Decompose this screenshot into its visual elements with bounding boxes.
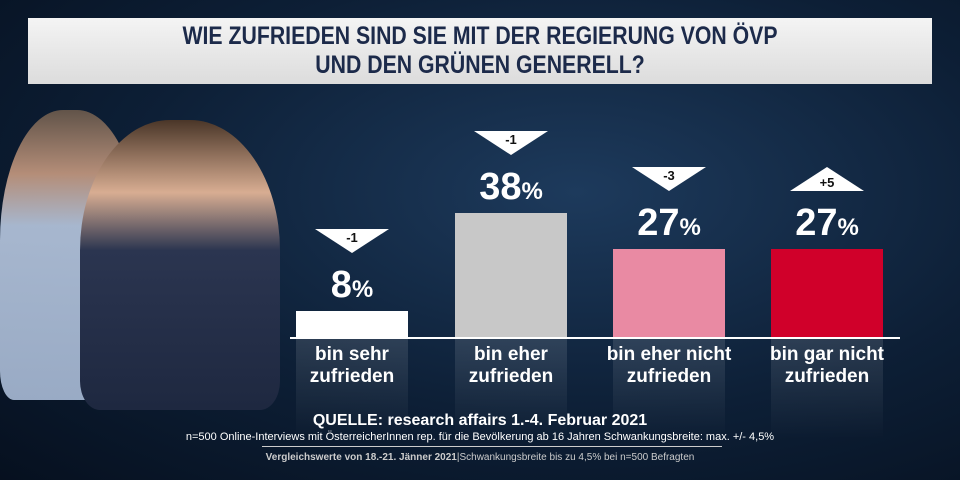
bar-shadow bbox=[613, 339, 725, 439]
source-main: QUELLE: research affairs 1.-4. Februar 2… bbox=[312, 412, 648, 429]
value-number: 27 bbox=[637, 201, 680, 244]
value-number: 27 bbox=[795, 201, 838, 244]
value-unit: % bbox=[351, 275, 374, 303]
value-unit: % bbox=[679, 213, 701, 241]
value-unit: % bbox=[521, 178, 543, 205]
category-label-line: zufrieden bbox=[784, 366, 870, 387]
title-band: WIE ZUFRIEDEN SIND SIE MIT DER REGIERUNG… bbox=[28, 18, 932, 84]
triangle-down-icon bbox=[474, 131, 548, 155]
change-label: -1 bbox=[505, 132, 517, 147]
bar-2 bbox=[613, 248, 725, 337]
bar-shadow bbox=[296, 339, 408, 439]
baseline bbox=[290, 337, 900, 339]
change-label: -3 bbox=[663, 167, 675, 183]
category-label-line: bin eher bbox=[474, 344, 548, 365]
category-label: bin sehr zufrieden bbox=[277, 344, 427, 388]
politician-photo-right bbox=[80, 120, 280, 410]
data-label: 27% bbox=[599, 202, 739, 245]
source-divider bbox=[262, 446, 722, 447]
bar-0 bbox=[296, 310, 408, 337]
source-compare: Vergleichswerte von 18.-21. Jänner 2021 bbox=[265, 452, 457, 463]
data-label: 8% bbox=[282, 264, 422, 307]
data-label: 38% bbox=[441, 166, 581, 209]
bar-1 bbox=[455, 213, 567, 337]
triangle-down-icon bbox=[315, 228, 389, 253]
category-label: bin eher nicht zufrieden bbox=[594, 344, 744, 388]
change-label: +5 bbox=[819, 174, 835, 190]
bar-shadow bbox=[455, 339, 567, 439]
category-label-line: zufrieden bbox=[309, 366, 395, 387]
data-label: 27% bbox=[757, 202, 897, 245]
bar-3 bbox=[771, 248, 883, 337]
category-label-line: zufrieden bbox=[626, 366, 712, 387]
triangle-down-icon bbox=[632, 166, 706, 191]
category-label-line: zufrieden bbox=[468, 366, 554, 387]
chart-title-line-1: WIE ZUFRIEDEN SIND SIE MIT DER REGIERUNG… bbox=[182, 22, 778, 50]
category-label-line: bin sehr bbox=[315, 344, 389, 365]
category-label-line: bin eher nicht bbox=[606, 344, 732, 365]
value-number: 38 bbox=[479, 166, 522, 208]
bar-shadow bbox=[771, 339, 883, 439]
value-unit: % bbox=[837, 213, 859, 241]
chart-title-line-2: UND DEN GRÜNEN GENERELL? bbox=[315, 51, 645, 79]
change-label: -1 bbox=[346, 229, 358, 245]
category-label: bin eher zufrieden bbox=[436, 344, 586, 388]
source-details: n=500 Online-Interviews mit Österreicher… bbox=[185, 431, 775, 443]
category-label-line: bin gar nicht bbox=[770, 344, 884, 365]
value-number: 8 bbox=[330, 263, 352, 306]
source-compare-rest: |Schwankungsbreite bis zu 4,5% bei n=500… bbox=[456, 452, 695, 463]
category-label: bin gar nicht zufrieden bbox=[752, 344, 902, 388]
triangle-up-icon bbox=[790, 166, 864, 191]
